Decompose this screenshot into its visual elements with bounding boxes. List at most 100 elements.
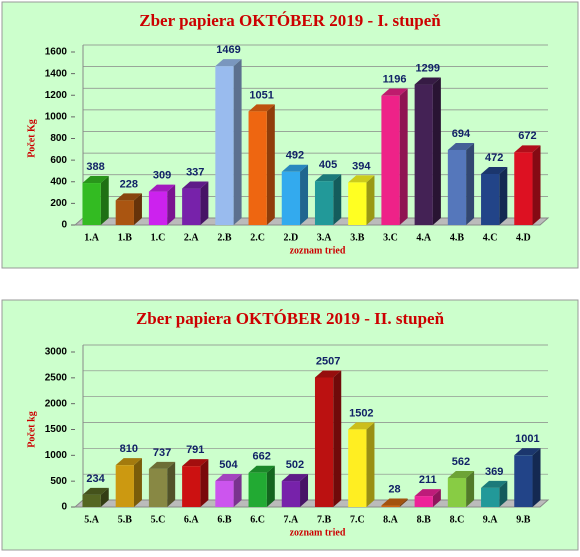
bar-top xyxy=(348,175,375,183)
bar xyxy=(348,429,367,507)
bar xyxy=(215,480,234,507)
x-tick-label: 1.A xyxy=(84,232,100,243)
x-tick-label: 7.C xyxy=(350,514,365,525)
bar-top xyxy=(182,459,209,467)
bar-top xyxy=(381,88,408,96)
chart-title: Zber papiera OKTÓBER 2019 - II. stupeň xyxy=(136,309,445,328)
x-tick-label: 6.A xyxy=(184,514,200,525)
bar xyxy=(148,468,168,507)
bar-top xyxy=(348,422,375,430)
bar xyxy=(314,181,334,225)
bar xyxy=(381,505,400,507)
chart-background xyxy=(1,1,579,269)
data-label: 1051 xyxy=(249,89,273,101)
bar-side xyxy=(233,59,242,226)
data-label: 737 xyxy=(153,447,171,459)
y-tick-label: 1600 xyxy=(45,47,68,58)
bar xyxy=(182,466,201,507)
y-tick-label: 1400 xyxy=(45,68,68,79)
data-label: 662 xyxy=(252,451,270,463)
bar xyxy=(447,149,467,225)
data-label: 405 xyxy=(319,159,337,171)
bar-side xyxy=(167,184,176,225)
y-tick-label: 2500 xyxy=(45,372,68,383)
bar-top xyxy=(115,193,142,201)
bar-side xyxy=(266,104,275,225)
bar-side xyxy=(233,473,242,507)
bar xyxy=(481,487,500,507)
x-tick-label: 3.B xyxy=(350,232,365,243)
bar xyxy=(414,84,433,225)
x-tick-label: 4.C xyxy=(483,232,498,243)
y-tick-label: 1000 xyxy=(45,112,68,123)
bar-top xyxy=(281,164,309,172)
data-label: 694 xyxy=(452,128,471,140)
data-label: 502 xyxy=(286,459,304,471)
bar xyxy=(414,496,433,507)
bar-side xyxy=(200,459,209,507)
x-tick-label: 2.B xyxy=(217,232,232,243)
chart-background xyxy=(1,299,579,551)
x-tick-label: 2.C xyxy=(250,232,265,243)
x-tick-label: 3.A xyxy=(317,232,333,243)
y-tick-label: 0 xyxy=(61,502,67,513)
bar-side xyxy=(432,489,441,507)
bar-side xyxy=(399,88,408,226)
bar-side xyxy=(532,448,541,507)
x-tick-label: 4.D xyxy=(516,232,531,243)
bar-side xyxy=(100,176,109,225)
bar-top xyxy=(414,489,441,497)
data-label: 1001 xyxy=(515,433,539,445)
y-axis-label: Počet kg xyxy=(26,411,37,447)
x-tick-label: 5.C xyxy=(151,514,166,525)
bar xyxy=(447,477,467,507)
bar xyxy=(514,455,533,507)
data-label: 672 xyxy=(518,130,536,142)
bar-side xyxy=(499,166,508,225)
bar-side xyxy=(266,465,275,507)
x-axis-label: zoznam tried xyxy=(290,245,346,256)
x-tick-label: 8.A xyxy=(383,514,399,525)
bar xyxy=(248,472,267,507)
bar xyxy=(348,182,367,225)
data-label: 388 xyxy=(86,161,104,173)
bar xyxy=(182,188,201,225)
bar-side xyxy=(499,480,508,507)
x-tick-label: 9.A xyxy=(483,514,499,525)
x-tick-label: 6.B xyxy=(217,514,232,525)
bar-side xyxy=(399,498,408,507)
y-axis-label: Počet Kg xyxy=(26,119,37,158)
bar-top xyxy=(148,461,176,469)
x-tick-label: 7.A xyxy=(284,514,300,525)
x-axis-label: zoznam tried xyxy=(290,527,346,538)
bar-top xyxy=(447,142,475,150)
y-tick-label: 1200 xyxy=(45,90,68,101)
bar xyxy=(481,173,500,225)
x-tick-label: 8.C xyxy=(450,514,465,525)
data-label: 337 xyxy=(186,166,204,178)
y-tick-label: 1000 xyxy=(45,450,68,461)
bar-top xyxy=(514,145,541,153)
bar-side xyxy=(100,487,109,507)
bar xyxy=(82,494,101,507)
floor xyxy=(73,217,550,226)
x-tick-label: 3.C xyxy=(383,232,398,243)
data-label: 1299 xyxy=(416,62,440,74)
x-tick-label: 7.B xyxy=(317,514,332,525)
x-tick-label: 4.B xyxy=(450,232,465,243)
data-label: 309 xyxy=(153,169,171,181)
bar-side xyxy=(333,174,342,225)
bar xyxy=(514,152,533,225)
x-tick-label: 6.C xyxy=(250,514,265,525)
bar-top xyxy=(514,448,541,456)
data-label: 2507 xyxy=(316,355,340,367)
bar xyxy=(248,111,267,225)
y-tick-label: 0 xyxy=(61,220,67,231)
y-tick-label: 400 xyxy=(50,176,67,187)
data-label: 492 xyxy=(286,150,304,162)
x-tick-label: 5.B xyxy=(118,514,133,525)
bar-top xyxy=(248,104,275,112)
bar-top xyxy=(182,181,209,189)
data-label: 1502 xyxy=(349,407,373,419)
y-tick-label: 500 xyxy=(50,476,67,487)
